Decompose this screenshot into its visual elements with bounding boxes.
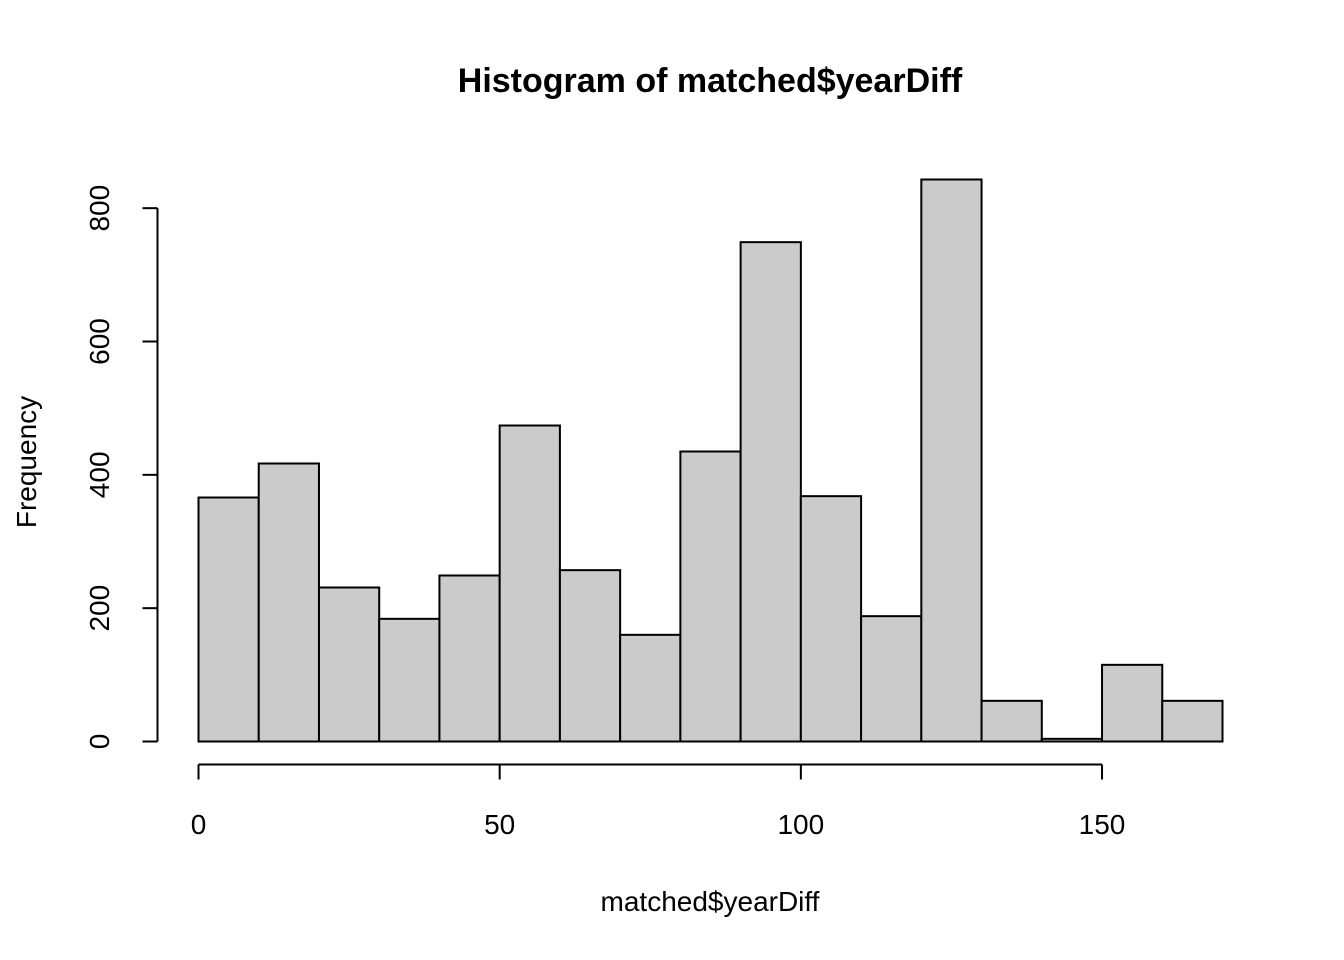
histogram-bar bbox=[317, 586, 381, 743]
histogram-bar bbox=[257, 462, 320, 743]
y-tick-label: 0 bbox=[84, 734, 115, 750]
histogram-bar bbox=[799, 495, 863, 743]
histogram-bar bbox=[679, 450, 742, 743]
histogram-bar bbox=[558, 569, 622, 743]
histogram-bar bbox=[920, 178, 983, 743]
x-tick-label: 100 bbox=[777, 809, 824, 840]
y-tick-label: 200 bbox=[84, 585, 115, 632]
y-tick-label: 400 bbox=[84, 451, 115, 498]
histogram-bar bbox=[438, 574, 501, 743]
histogram-bar bbox=[378, 617, 441, 743]
x-axis-label: matched$yearDiff bbox=[601, 886, 820, 917]
chart-title: Histogram of matched$yearDiff bbox=[458, 62, 963, 100]
y-tick-label: 600 bbox=[84, 318, 115, 365]
bars-group bbox=[197, 178, 1224, 743]
histogram-bar bbox=[619, 633, 682, 743]
histogram-bar bbox=[1161, 699, 1224, 743]
y-axis-label: Frequency bbox=[11, 396, 42, 528]
y-axis: 0 200 400 600 800 bbox=[84, 185, 159, 750]
y-tick-label: 800 bbox=[84, 185, 115, 232]
x-tick-label: 0 bbox=[191, 809, 207, 840]
x-axis: 0 50 100 150 bbox=[191, 763, 1126, 840]
x-tick-label: 50 bbox=[484, 809, 515, 840]
histogram-bar bbox=[498, 424, 561, 743]
histogram-bar bbox=[860, 615, 923, 743]
histogram-bar bbox=[197, 496, 260, 743]
histogram-bar bbox=[1101, 663, 1164, 743]
histogram-bar bbox=[1040, 737, 1104, 743]
histogram-bar bbox=[980, 699, 1043, 743]
histogram-bar bbox=[739, 241, 802, 743]
x-tick-label: 150 bbox=[1079, 809, 1126, 840]
